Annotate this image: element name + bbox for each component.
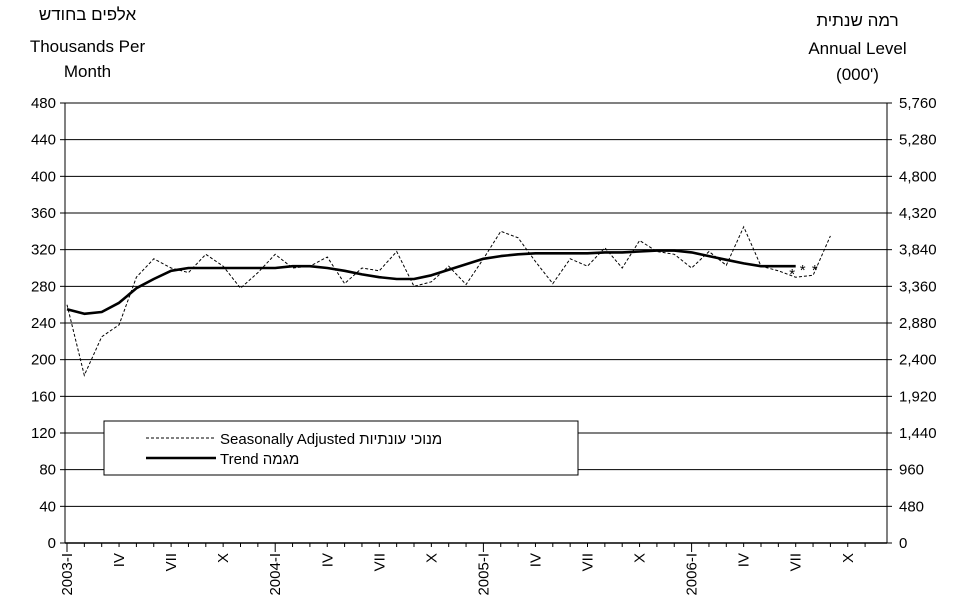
x-tick-label: 2004-I xyxy=(267,553,284,596)
y2-tick-label: 5,760 xyxy=(899,95,937,112)
y-tick-label: 40 xyxy=(39,498,56,515)
left-axis-title-line1: Thousands Per xyxy=(29,37,146,56)
left-axis-title-line2: Month xyxy=(63,62,112,81)
y2-tick-label: 5,280 xyxy=(899,132,937,149)
left-axis-title-hebrew: אלפים בחודש xyxy=(38,5,137,24)
y2-tick-label: 2,880 xyxy=(899,315,937,332)
y2-tick-label: 480 xyxy=(899,498,924,515)
x-tick-label: VII xyxy=(580,553,597,571)
y-tick-label: 120 xyxy=(31,425,56,442)
y-tick-label: 480 xyxy=(31,95,56,112)
y-tick-label: 320 xyxy=(31,242,56,259)
y-tick-label: 240 xyxy=(31,315,56,332)
y-tick-label: 160 xyxy=(31,388,56,405)
x-tick-label: VII xyxy=(788,553,805,571)
x-tick-label: X xyxy=(423,553,440,563)
y2-tick-label: 0 xyxy=(899,535,907,552)
x-tick-label: 2003-I xyxy=(59,553,76,596)
x-tick-label: 2005-I xyxy=(475,553,492,596)
x-tick-label: IV xyxy=(527,553,544,567)
forecast-marker: * xyxy=(800,262,806,279)
y2-tick-label: 4,320 xyxy=(899,205,937,222)
seasonally-adjusted-line xyxy=(66,225,831,377)
y-tick-label: 280 xyxy=(31,278,56,295)
x-tick-label: VII xyxy=(163,553,180,571)
y-tick-label: 0 xyxy=(48,535,56,552)
x-tick-label: X xyxy=(840,553,857,563)
y-tick-label: 440 xyxy=(31,132,56,149)
x-tick-label: IV xyxy=(319,553,336,567)
x-tick-label: X xyxy=(632,553,649,563)
y2-tick-label: 2,400 xyxy=(899,352,937,369)
x-tick-label: 2006-I xyxy=(684,553,701,596)
y-tick-label: 200 xyxy=(31,352,56,369)
x-tick-label: VII xyxy=(371,553,388,571)
y2-tick-label: 1,920 xyxy=(899,388,937,405)
legend-label-seasonal: Seasonally Adjusted מנוכי עונתיות xyxy=(220,431,442,448)
y-tick-label: 80 xyxy=(39,462,56,479)
y-tick-label: 400 xyxy=(31,168,56,185)
y2-tick-label: 1,440 xyxy=(899,425,937,442)
y2-tick-label: 3,840 xyxy=(899,242,937,259)
forecast-marker: * xyxy=(812,262,818,279)
y2-tick-label: 4,800 xyxy=(899,168,937,185)
x-tick-label: IV xyxy=(736,553,753,567)
x-tick-label: X xyxy=(215,553,232,563)
forecast-marker: * xyxy=(789,266,795,283)
legend-label-trend: Trend מגמה xyxy=(220,451,299,468)
y2-tick-label: 960 xyxy=(899,462,924,479)
right-axis-title-hebrew: רמה שנתית xyxy=(816,11,899,30)
y2-tick-label: 3,360 xyxy=(899,278,937,295)
right-axis-title-line2: (000') xyxy=(836,65,879,84)
legend-box xyxy=(103,420,579,476)
trend-line xyxy=(66,249,796,316)
right-axis-title-line1: Annual Level xyxy=(808,39,907,58)
y-tick-label: 360 xyxy=(31,205,56,222)
x-tick-label: IV xyxy=(111,553,128,567)
